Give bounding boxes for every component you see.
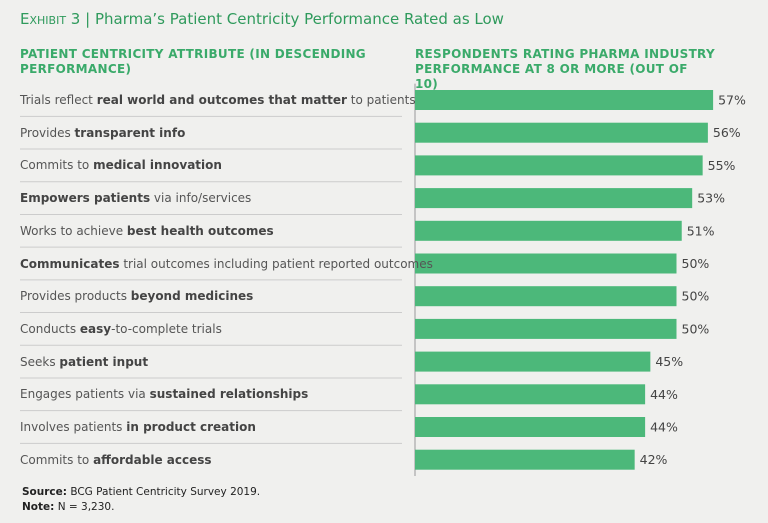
value-label: 50%	[682, 321, 710, 336]
category-segment: real world and outcomes that matter	[96, 93, 347, 107]
exhibit-label: Exhibit 3	[20, 10, 81, 28]
bar	[415, 122, 708, 143]
source-label: Source:	[22, 486, 67, 498]
category-segment: -to-complete trials	[111, 321, 222, 336]
category-label: Seeks patient input	[20, 354, 148, 370]
value-label: 42%	[640, 452, 668, 467]
source-text: BCG Patient Centricity Survey 2019.	[70, 486, 261, 498]
category-label: Commits to medical innovation	[20, 157, 222, 173]
note: Note: N = 3,230.	[22, 501, 114, 513]
category-segment: beyond medicines	[130, 289, 254, 304]
category-segment: patient input	[59, 354, 149, 369]
category-label: Trials reflect real world and outcomes t…	[20, 92, 416, 108]
category-segment: affordable access	[93, 452, 212, 467]
category-segment: Engages patients via	[20, 387, 150, 402]
category-segment: Conducts	[20, 321, 80, 336]
value-label: 55%	[708, 158, 736, 173]
value-label: 57%	[718, 93, 746, 108]
category-header: PATIENT CENTRICITY ATTRIBUTE (IN DESCEND…	[20, 47, 366, 76]
bar	[415, 318, 677, 339]
category-label: Provides products beyond medicines	[20, 288, 253, 304]
value-label: 51%	[687, 223, 715, 238]
category-segment: Provides	[20, 125, 75, 140]
value-label: 50%	[682, 256, 710, 271]
category-segment: to patients	[346, 93, 416, 107]
bar	[415, 188, 693, 209]
bar	[415, 220, 682, 241]
value-label: 44%	[650, 420, 678, 435]
category-segment: transparent info	[74, 125, 186, 140]
bar	[415, 351, 651, 372]
value-label: 45%	[655, 354, 683, 369]
category-segment: sustained relationships	[149, 387, 309, 402]
category-label: Involves patients in product creation	[20, 419, 256, 435]
category-segment: Involves patients	[20, 420, 127, 434]
category-label: Engages patients via sustained relations…	[20, 386, 308, 402]
bar	[415, 449, 635, 470]
title-text: | Pharma’s Patient Centricity Performanc…	[85, 10, 504, 28]
value-header: RESPONDENTS RATING PHARMA INDUSTRY PERFO…	[415, 47, 715, 91]
note-text: N = 3,230.	[57, 501, 115, 513]
value-label: 44%	[650, 387, 678, 402]
category-segment: Works to achieve	[20, 223, 127, 238]
bar	[415, 253, 677, 274]
chart-title: Exhibit 3 | Pharma’s Patient Centricity …	[20, 10, 504, 28]
value-label: 50%	[682, 289, 710, 304]
category-segment: best health outcomes	[126, 223, 274, 238]
source: Source: BCG Patient Centricity Survey 20…	[22, 486, 260, 498]
category-segment: Empowers patients	[20, 191, 151, 206]
category-segment: trial outcomes including patient reporte…	[119, 256, 433, 271]
category-label: Provides transparent info	[20, 125, 185, 141]
category-label: Conducts easy-to-complete trials	[20, 321, 222, 337]
category-label: Works to achieve best health outcomes	[20, 223, 274, 239]
category-segment: in product creation	[126, 420, 256, 434]
category-label: Communicates trial outcomes including pa…	[20, 256, 433, 272]
bar	[415, 384, 646, 405]
category-segment: Trials reflect	[20, 93, 97, 107]
category-segment: Provides products	[20, 289, 131, 304]
category-segment: Communicates	[20, 256, 120, 271]
category-segment: via info/services	[150, 191, 252, 206]
category-segment: easy	[79, 321, 112, 336]
category-segment: Commits to	[20, 158, 94, 173]
category-segment: Commits to	[20, 452, 94, 467]
category-label: Empowers patients via info/services	[20, 190, 251, 206]
bar	[415, 286, 677, 307]
bar	[415, 417, 646, 437]
value-label: 56%	[713, 125, 741, 140]
bar	[415, 90, 714, 110]
category-segment: medical innovation	[93, 158, 222, 173]
bar	[415, 155, 703, 176]
category-label: Commits to affordable access	[20, 452, 212, 468]
category-segment: Seeks	[20, 354, 60, 369]
value-label: 53%	[697, 191, 725, 206]
note-label: Note:	[22, 501, 55, 513]
